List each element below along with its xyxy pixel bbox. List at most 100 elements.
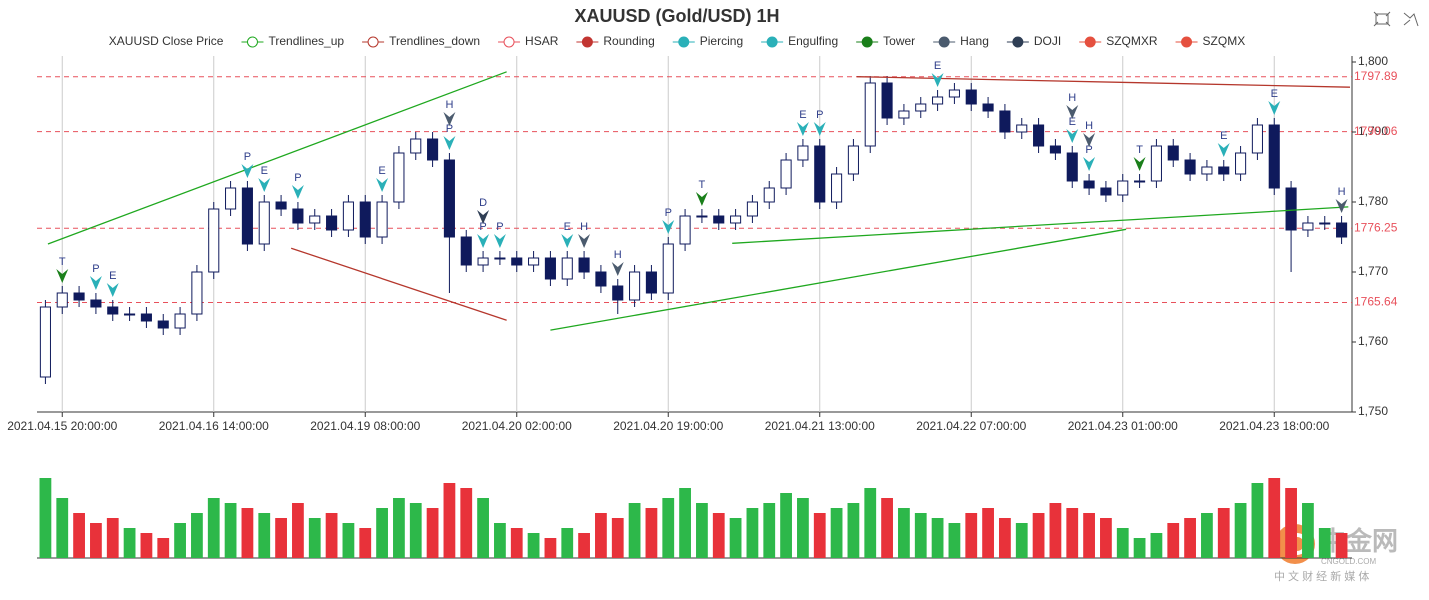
pattern-label: H [445,99,453,111]
x-tick-label: 2021.04.20 19:00:00 [613,419,723,433]
volume-bar [1015,523,1028,558]
legend-label[interactable]: SZQMX [1203,34,1246,48]
pattern-marker [1217,143,1230,157]
legend-item[interactable]: Tower [856,34,915,48]
volume-bar [1150,533,1163,558]
trendline [290,247,507,321]
legend-label[interactable]: Tower [883,34,915,48]
y-tick-label: 1,780 [1358,194,1388,208]
candle-body [443,159,455,238]
volume-bar [1066,508,1079,558]
candle-body [561,257,573,280]
legend-item[interactable]: SZQMX [1175,34,1246,48]
legend-symbol [766,36,778,48]
volume-bar [224,503,237,558]
volume-bar [527,533,540,558]
legend-label[interactable]: Piercing [700,34,743,48]
legend-item[interactable]: XAUUSD Close Price [109,34,224,48]
candle-body [1218,166,1230,175]
pattern-label: P [1085,144,1092,156]
y-tick-label: 1,800 [1358,54,1388,68]
candle-body [679,215,691,245]
pattern-marker [695,192,708,206]
pattern-label: D [479,197,487,209]
volume-bar [830,508,843,558]
candle-body [1235,152,1247,175]
candle-body [696,215,708,218]
candle-body [595,271,607,287]
volume-bar [1116,528,1129,558]
pattern-marker [443,136,456,150]
volume-bar [56,498,69,558]
candle-body [612,285,624,301]
volume-bar [1268,478,1281,558]
legend: XAUUSD Close Price Trendlines_up Trendline… [109,34,1245,48]
hsar-label: 1776.25 [1354,220,1398,234]
legend-item[interactable]: Piercing [672,34,743,48]
volume-bar [460,488,473,558]
legend-item[interactable]: Trendlines_down [362,34,480,48]
zoom-icon[interactable] [1373,11,1391,27]
candle-body [948,89,960,98]
volume-bar [628,503,641,558]
legend-item[interactable]: SZQMXR [1079,34,1158,48]
legend-label[interactable]: DOJI [1034,34,1061,48]
volume-bar [1318,528,1331,558]
x-tick-label: 2021.04.16 14:00:00 [159,419,269,433]
legend-label[interactable]: Rounding [603,34,654,48]
volume-bar [1049,503,1062,558]
pattern-label: H [1338,186,1346,198]
volume-bar [157,538,170,558]
legend-item[interactable]: Hang [933,34,989,48]
legend-item[interactable]: HSAR [498,34,559,48]
volume-bar [393,498,405,558]
candle-body [326,215,338,231]
legend-label[interactable]: Trendlines_down [389,34,480,48]
legend-label[interactable]: Hang [960,34,989,48]
legend-item[interactable]: Rounding [576,34,655,48]
legend-symbol [1012,36,1024,48]
volume-bar [729,518,742,558]
legend-item[interactable]: DOJI [1006,34,1061,48]
x-tick-label: 2021.04.21 13:00:00 [765,419,875,433]
legend-item[interactable]: Engulfing [761,34,838,48]
volume-bar [510,528,523,558]
volume-bar [982,508,994,558]
legend-label[interactable]: Engulfing [788,34,838,48]
candle-body [763,187,775,203]
candle-body [864,82,876,147]
y-tick-label: 1,790 [1358,124,1388,138]
candle-body [932,96,944,105]
candle-body [427,138,439,161]
hsar-label: 1797.89 [1354,69,1398,83]
x-tick-label: 2021.04.19 08:00:00 [310,419,420,433]
legend-label[interactable]: SZQMXR [1106,34,1158,48]
volume-bar [1167,523,1180,558]
candle-body [393,152,405,203]
candle-body [241,187,253,245]
legend-label[interactable]: HSAR [525,34,559,48]
candle-body [1336,222,1348,238]
volume-bar [864,488,877,558]
restore-icon[interactable] [1403,12,1419,27]
legend-item[interactable]: Trendlines_up [241,34,344,48]
volume-bar [1201,513,1213,558]
candle-body [965,89,977,105]
volume-bar [797,498,809,558]
pattern-marker [1083,133,1096,147]
volume-bar [1184,518,1196,558]
legend-label[interactable]: Trendlines_up [268,34,344,48]
pattern-label: E [934,60,941,72]
volume-bar [763,503,776,558]
volume-bar [1217,508,1230,558]
toolbox[interactable] [1373,11,1419,27]
candle-body [1302,222,1314,231]
pattern-marker [56,269,69,283]
legend-label[interactable]: XAUUSD Close Price [109,34,224,48]
candle-body [528,257,540,266]
pattern-label: H [580,221,588,233]
candle-body [544,257,556,280]
volume-bar [999,518,1011,558]
pattern-label: T [59,256,66,268]
